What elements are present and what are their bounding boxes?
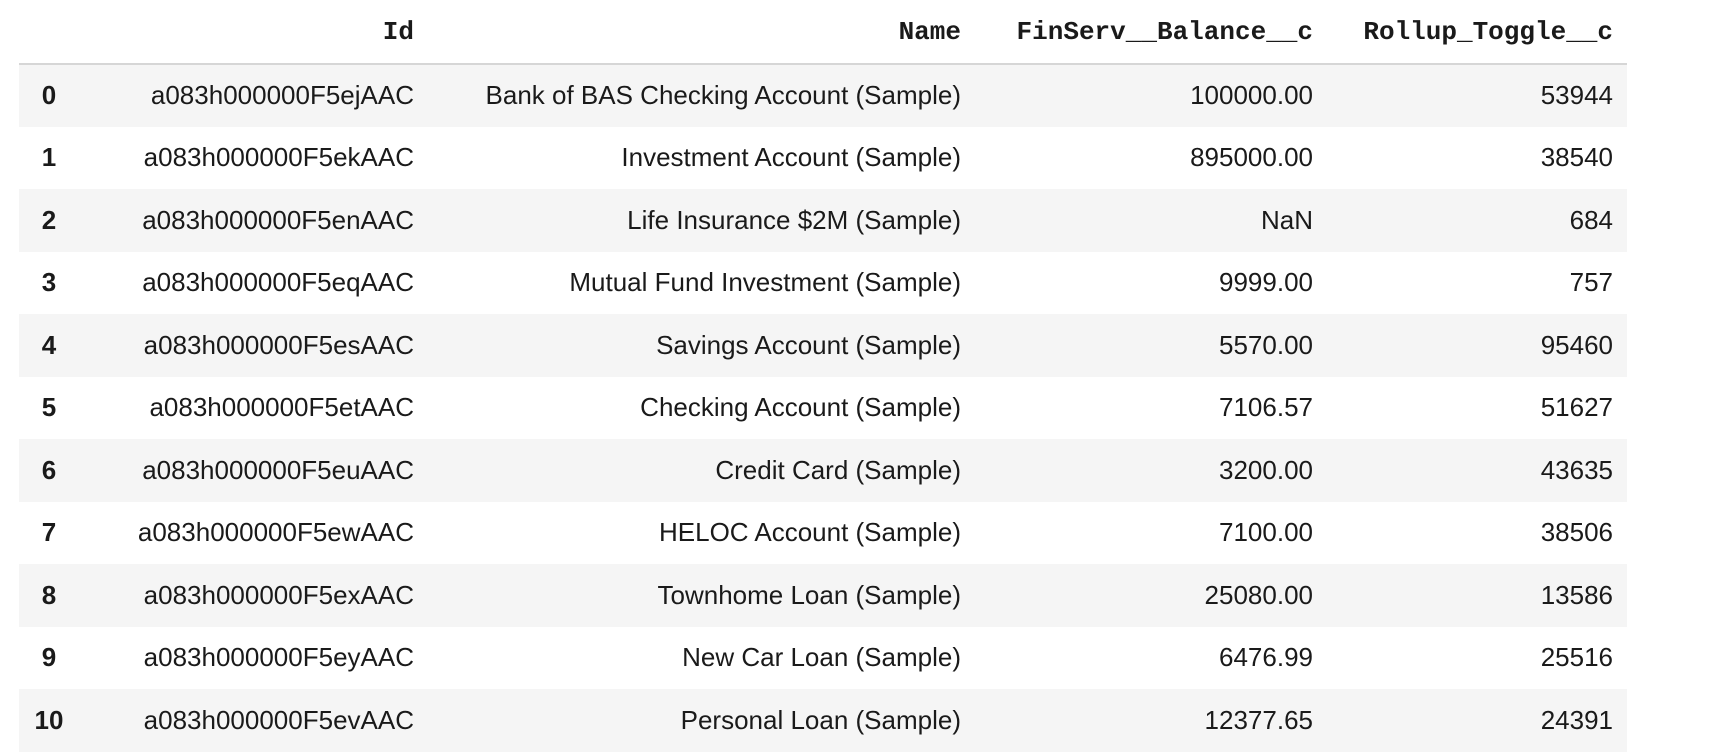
cell-name: Mutual Fund Investment (Sample) bbox=[569, 267, 961, 298]
table-row: 4 a083h000000F5esAAC Savings Account (Samp… bbox=[19, 314, 1627, 377]
header-id: Id bbox=[79, 0, 428, 65]
row-index: 0 bbox=[41, 80, 57, 111]
cell-id: a083h000000F5evAAC bbox=[143, 704, 414, 735]
cell-rollup-toggle: 13586 bbox=[1540, 579, 1613, 610]
table-row: 5 a083h000000F5etAAC Checking Account (Sam… bbox=[19, 376, 1627, 439]
cell-rollup-toggle: 95460 bbox=[1540, 329, 1613, 360]
cell-name: Credit Card (Sample) bbox=[715, 454, 961, 485]
table-row: 6 a083h000000F5euAAC Credit Card (Sample) 3… bbox=[19, 439, 1627, 502]
table-row: 8 a083h000000F5exAAC Townhome Loan (Sample… bbox=[19, 564, 1627, 627]
table-row: 9 a083h000000F5eyAAC New Car Loan (Sample)… bbox=[19, 626, 1627, 689]
cell-rollup-toggle: 38506 bbox=[1540, 517, 1613, 548]
cell-name: Personal Loan (Sample) bbox=[680, 704, 961, 735]
cell-id: a083h000000F5ewAAC bbox=[137, 517, 414, 548]
cell-rollup-toggle: 43635 bbox=[1540, 454, 1613, 485]
cell-id: a083h000000F5euAAC bbox=[142, 454, 414, 485]
cell-balance: 895000.00 bbox=[1190, 142, 1313, 173]
cell-balance: 7106.57 bbox=[1219, 392, 1313, 423]
cell-id: a083h000000F5esAAC bbox=[143, 329, 414, 360]
cell-rollup-toggle: 51627 bbox=[1540, 392, 1613, 423]
cell-name: Townhome Loan (Sample) bbox=[657, 579, 962, 610]
cell-name: Savings Account (Sample) bbox=[656, 329, 961, 360]
dataframe-output: Id Name FinServ__Balance__c Rollup_Toggl… bbox=[19, 0, 1627, 752]
cell-rollup-toggle: 25516 bbox=[1540, 642, 1613, 673]
table-row: 7 a083h000000F5ewAAC HELOC Account (Sample… bbox=[19, 501, 1627, 564]
cell-balance: 5570.00 bbox=[1219, 329, 1313, 360]
cell-rollup-toggle: 684 bbox=[1569, 204, 1613, 235]
row-index: 4 bbox=[41, 329, 57, 360]
header-name: Name bbox=[428, 0, 975, 65]
row-index: 8 bbox=[41, 579, 57, 610]
cell-id: a083h000000F5ekAAC bbox=[143, 142, 414, 173]
table-row: 3 a083h000000F5eqAAC Mutual Fund Investmen… bbox=[19, 251, 1627, 314]
cell-id: a083h000000F5etAAC bbox=[149, 392, 414, 423]
cell-balance: 25080.00 bbox=[1204, 579, 1313, 610]
row-index: 10 bbox=[34, 704, 64, 735]
table-row: 1 a083h000000F5ekAAC Investment Account (S… bbox=[19, 126, 1627, 189]
row-index: 7 bbox=[41, 517, 57, 548]
table-header: Id Name FinServ__Balance__c Rollup_Toggl… bbox=[19, 0, 1627, 65]
cell-rollup-toggle: 24391 bbox=[1540, 704, 1613, 735]
cell-rollup-toggle: 757 bbox=[1569, 267, 1613, 298]
cell-name: Bank of BAS Checking Account (Sample) bbox=[485, 80, 961, 111]
cell-id: a083h000000F5exAAC bbox=[143, 579, 414, 610]
cell-id: a083h000000F5enAAC bbox=[142, 204, 414, 235]
row-index: 5 bbox=[41, 392, 57, 423]
cell-id: a083h000000F5eqAAC bbox=[142, 267, 414, 298]
dataframe-table: Id Name FinServ__Balance__c Rollup_Toggl… bbox=[19, 0, 1627, 752]
cell-name: Life Insurance $2M (Sample) bbox=[627, 204, 961, 235]
row-index: 2 bbox=[41, 204, 57, 235]
table-body: 0 a083h000000F5ejAAC Bank of BAS Checking … bbox=[19, 64, 1627, 752]
header-row: Id Name FinServ__Balance__c Rollup_Toggl… bbox=[19, 0, 1627, 65]
cell-rollup-toggle: 53944 bbox=[1540, 80, 1613, 111]
cell-balance: 3200.00 bbox=[1219, 454, 1313, 485]
cell-id: a083h000000F5eyAAC bbox=[143, 642, 414, 673]
row-index: 1 bbox=[41, 142, 57, 173]
table-row: 2 a083h000000F5enAAC Life Insurance $2M (S… bbox=[19, 189, 1627, 252]
row-index: 9 bbox=[41, 642, 57, 673]
cell-id: a083h000000F5ejAAC bbox=[150, 80, 414, 111]
cell-name: Investment Account (Sample) bbox=[621, 142, 961, 173]
header-balance: FinServ__Balance__c bbox=[975, 0, 1327, 65]
cell-balance: 12377.65 bbox=[1204, 704, 1313, 735]
row-index: 3 bbox=[41, 267, 57, 298]
row-index: 6 bbox=[41, 454, 57, 485]
header-index bbox=[19, 0, 79, 65]
cell-name: HELOC Account (Sample) bbox=[658, 517, 961, 548]
table-row: 0 a083h000000F5ejAAC Bank of BAS Checking … bbox=[19, 64, 1627, 127]
cell-name: New Car Loan (Sample) bbox=[682, 642, 961, 673]
cell-name: Checking Account (Sample) bbox=[640, 392, 961, 423]
cell-rollup-toggle: 38540 bbox=[1540, 142, 1613, 173]
table-row: 10 a083h000000F5evAAC Personal Loan (Sampl… bbox=[19, 689, 1627, 752]
cell-balance: NaN bbox=[1260, 204, 1313, 235]
cell-balance: 7100.00 bbox=[1219, 517, 1313, 548]
cell-balance: 6476.99 bbox=[1219, 642, 1313, 673]
cell-balance: 100000.00 bbox=[1190, 80, 1313, 111]
header-rollup-toggle: Rollup_Toggle__c bbox=[1327, 0, 1627, 65]
cell-balance: 9999.00 bbox=[1219, 267, 1313, 298]
